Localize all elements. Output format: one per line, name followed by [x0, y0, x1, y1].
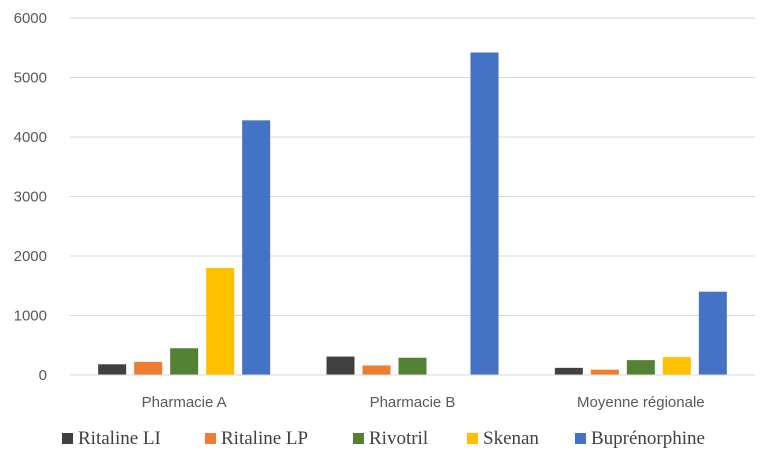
bar-rivotril-1: [398, 357, 427, 375]
bar-rivotril-2: [626, 360, 655, 375]
bar-ritaline-li-2: [554, 367, 583, 375]
legend-swatch: [62, 433, 73, 444]
legend-label: Ritaline LI: [78, 428, 161, 449]
bar-skenan-0: [206, 267, 235, 375]
bars: [98, 52, 727, 375]
bar-rivotril-0: [170, 348, 199, 375]
bar-ritaline-li-1: [326, 356, 355, 375]
legend-item: Rivotril: [353, 428, 428, 449]
legend-label: Skenan: [483, 428, 539, 449]
legend-item: Ritaline LP: [205, 428, 308, 449]
y-tick-label: 6000: [14, 10, 47, 27]
legend-swatch: [353, 433, 364, 444]
bar-bupr-norphine-0: [242, 120, 271, 375]
gridlines: [70, 17, 755, 316]
legend-item: Ritaline LI: [62, 428, 161, 449]
y-tick-label: 5000: [14, 70, 47, 87]
bar-ritaline-lp-0: [134, 361, 163, 375]
y-tick-label: 1000: [14, 308, 47, 325]
x-axis: Pharmacie A Pharmacie B Moyenne régionale: [70, 374, 755, 411]
bar-ritaline-lp-1: [362, 365, 391, 375]
y-tick-label: 3000: [14, 189, 47, 206]
legend-swatch: [467, 433, 478, 444]
bar-skenan-2: [662, 357, 691, 375]
x-tick-label: Pharmacie A: [142, 394, 227, 411]
x-tick-label: Pharmacie B: [370, 394, 456, 411]
legend-label: Ritaline LP: [221, 428, 308, 449]
bar-bupr-norphine-2: [698, 291, 727, 375]
y-tick-label: 0: [39, 367, 47, 384]
bar-bupr-norphine-1: [470, 52, 499, 375]
legend-item: Buprénorphine: [575, 428, 705, 449]
legend-label: Rivotril: [369, 428, 428, 449]
y-tick-label: 2000: [14, 248, 47, 265]
legend-swatch: [575, 433, 586, 444]
legend-item: Skenan: [467, 428, 539, 449]
x-tick-label: Moyenne régionale: [577, 394, 705, 411]
legend-label: Buprénorphine: [591, 428, 705, 449]
bar-ritaline-li-0: [98, 364, 127, 375]
bar-ritaline-lp-2: [590, 369, 619, 375]
y-tick-label: 4000: [14, 129, 47, 146]
legend: Ritaline LI Ritaline LP Rivotril Skenan Bupr…: [62, 428, 705, 449]
legend-swatch: [205, 433, 216, 444]
y-axis-ticks: 0 1000 2000 3000 4000 5000 6000: [14, 10, 47, 384]
